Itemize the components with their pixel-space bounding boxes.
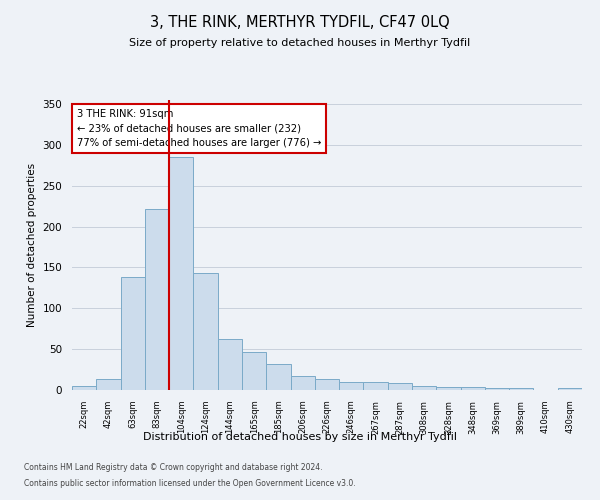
Bar <box>339 382 364 390</box>
Bar <box>558 388 582 390</box>
Bar <box>96 378 121 390</box>
Text: 3, THE RINK, MERTHYR TYDFIL, CF47 0LQ: 3, THE RINK, MERTHYR TYDFIL, CF47 0LQ <box>150 15 450 30</box>
Bar <box>266 364 290 390</box>
Bar <box>169 157 193 390</box>
Bar <box>145 208 169 390</box>
Bar <box>436 386 461 390</box>
Bar <box>218 338 242 390</box>
Y-axis label: Number of detached properties: Number of detached properties <box>27 163 37 327</box>
Text: Distribution of detached houses by size in Merthyr Tydfil: Distribution of detached houses by size … <box>143 432 457 442</box>
Bar <box>315 378 339 390</box>
Bar <box>461 386 485 390</box>
Text: Size of property relative to detached houses in Merthyr Tydfil: Size of property relative to detached ho… <box>130 38 470 48</box>
Text: Contains public sector information licensed under the Open Government Licence v3: Contains public sector information licen… <box>24 478 356 488</box>
Bar <box>485 388 509 390</box>
Bar <box>290 376 315 390</box>
Text: Contains HM Land Registry data © Crown copyright and database right 2024.: Contains HM Land Registry data © Crown c… <box>24 464 323 472</box>
Bar <box>193 273 218 390</box>
Bar <box>72 386 96 390</box>
Bar <box>412 386 436 390</box>
Bar <box>121 278 145 390</box>
Bar <box>388 384 412 390</box>
Bar <box>242 352 266 390</box>
Bar <box>509 388 533 390</box>
Text: 3 THE RINK: 91sqm
← 23% of detached houses are smaller (232)
77% of semi-detache: 3 THE RINK: 91sqm ← 23% of detached hous… <box>77 108 322 148</box>
Bar <box>364 382 388 390</box>
